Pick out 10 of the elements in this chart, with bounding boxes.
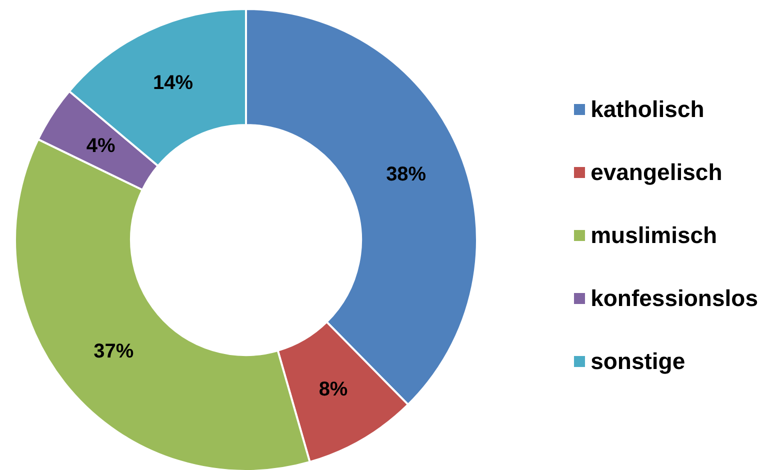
- legend-label: evangelisch: [590, 158, 722, 187]
- legend-label: sonstige: [590, 347, 686, 376]
- legend-label: katholisch: [590, 95, 704, 124]
- data-label: 14%: [153, 72, 194, 94]
- data-label: 37%: [94, 340, 134, 362]
- data-label: 4%: [86, 134, 116, 157]
- legend-label: konfessionslos: [590, 284, 758, 313]
- data-label: 8%: [318, 378, 348, 400]
- legend-label: muslimisch: [590, 221, 718, 250]
- data-label: 38%: [386, 163, 426, 186]
